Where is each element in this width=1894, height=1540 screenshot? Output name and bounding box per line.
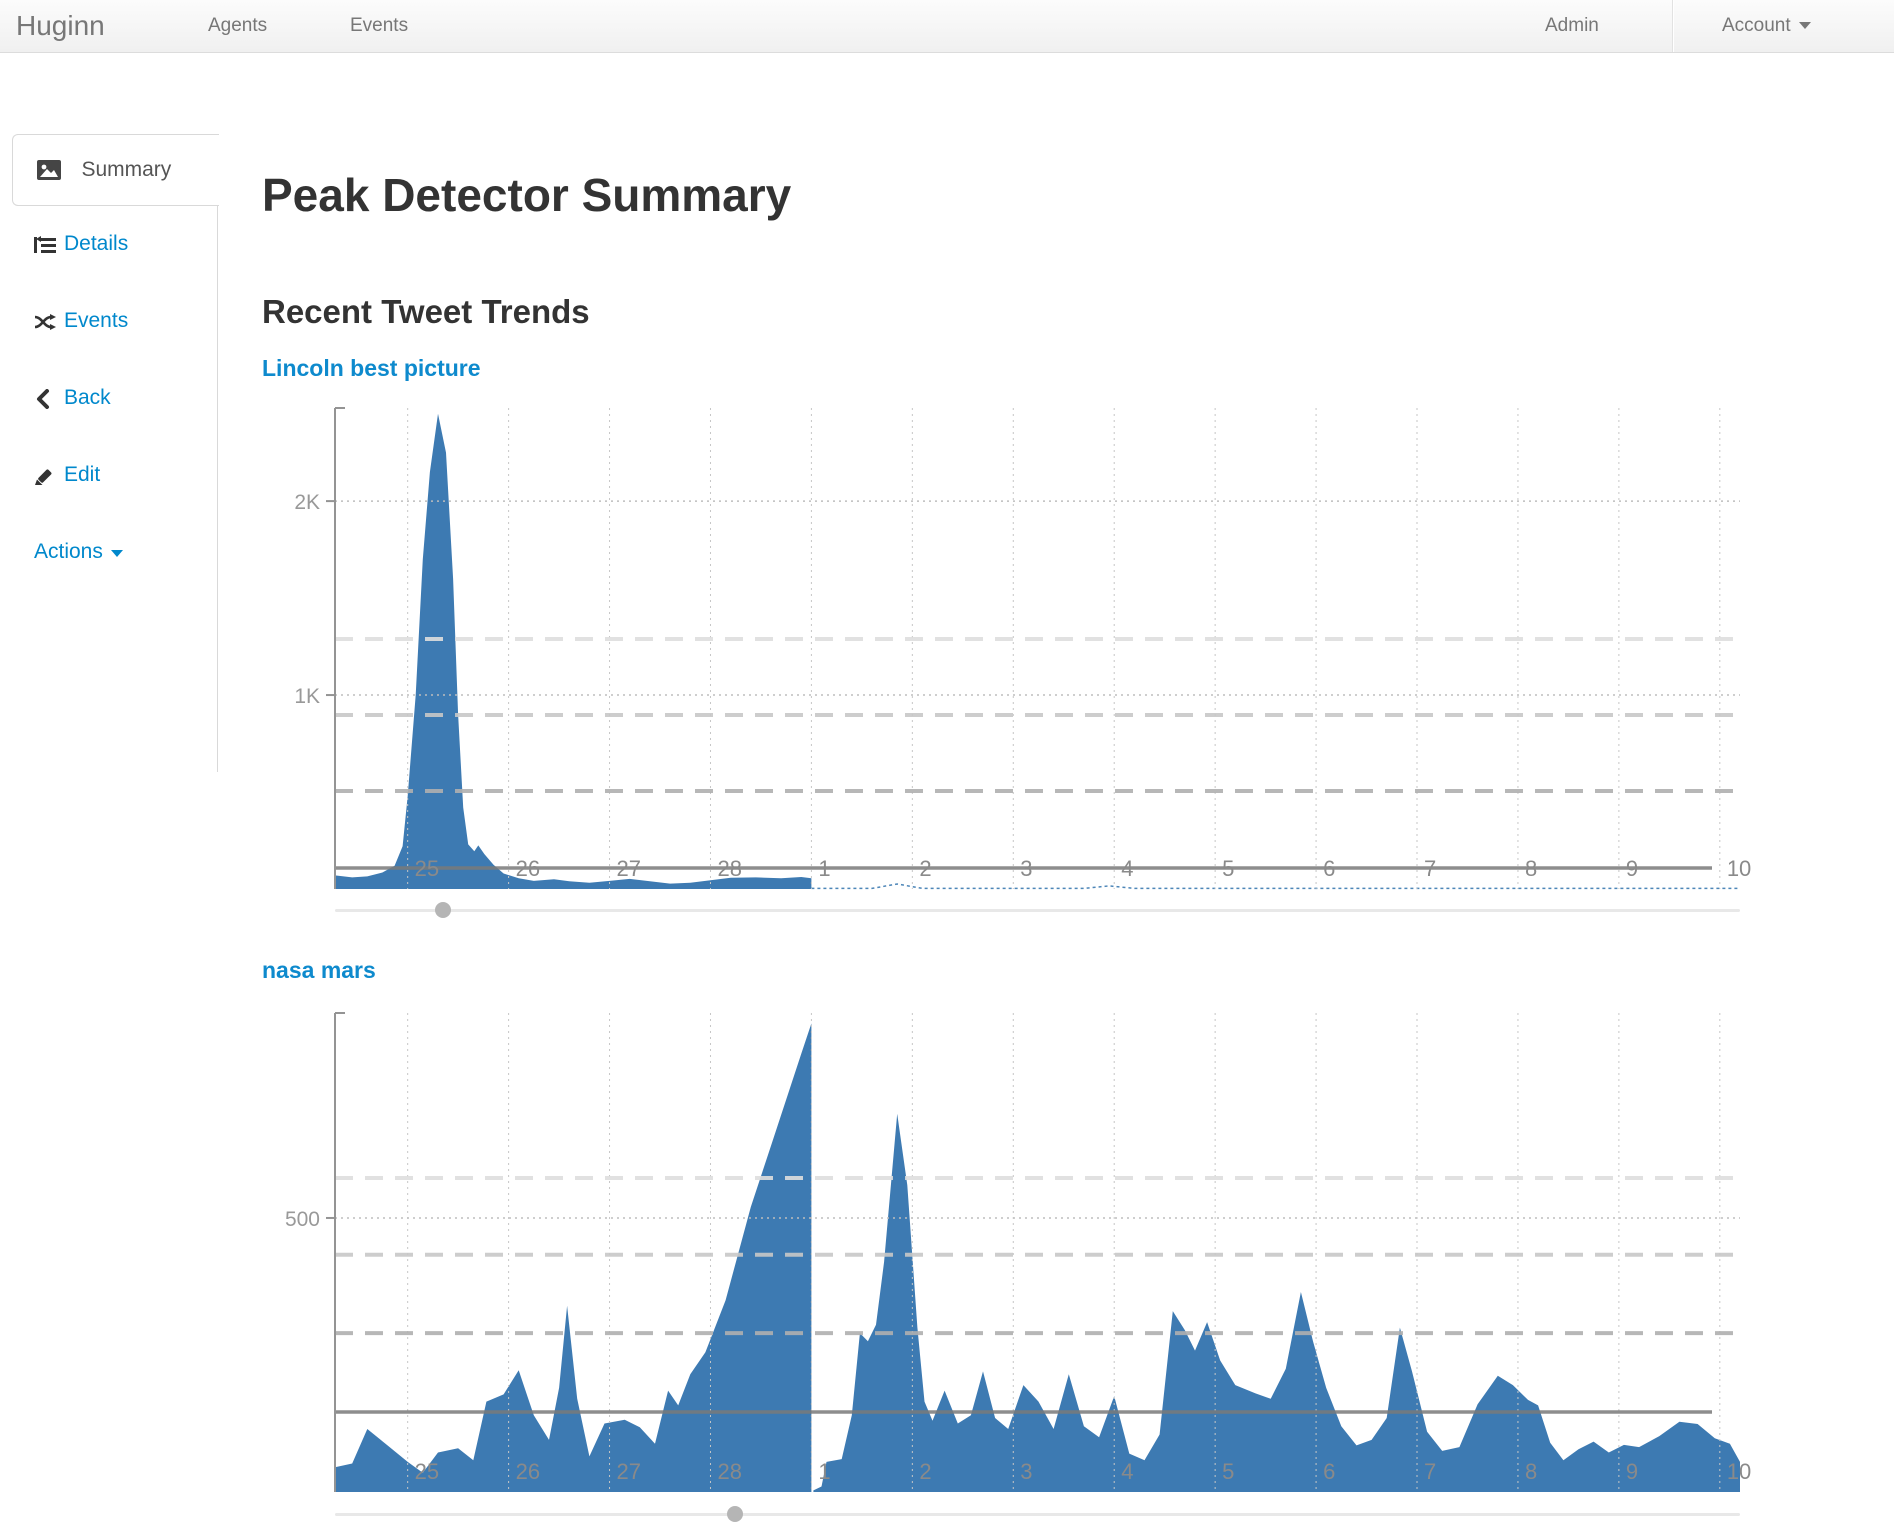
x-tick-label: 9 bbox=[1626, 856, 1638, 881]
series-area bbox=[813, 1113, 1740, 1492]
x-tick-label: 2 bbox=[919, 1459, 931, 1484]
sidebar-item-label: Back bbox=[64, 386, 111, 409]
sidebar-item-details[interactable]: Details bbox=[34, 232, 214, 272]
x-tick-label: 25 bbox=[415, 856, 439, 881]
sidebar-item-actions[interactable]: Actions bbox=[34, 540, 214, 580]
x-tick-label: 1 bbox=[818, 1459, 830, 1484]
x-tick-label: 10 bbox=[1727, 856, 1751, 881]
sidebar-item-label: Edit bbox=[64, 463, 101, 486]
sidebar-tab-summary[interactable]: Summary bbox=[12, 134, 219, 206]
series-area bbox=[335, 413, 812, 889]
sidebar-item-label: Events bbox=[64, 309, 129, 332]
brand-huginn[interactable]: Huginn bbox=[16, 10, 105, 41]
sidebar-item-events[interactable]: Events bbox=[34, 309, 214, 349]
page-title: Peak Detector Summary bbox=[262, 169, 792, 221]
x-tick-label: 7 bbox=[1424, 1459, 1436, 1484]
chevron-left-icon bbox=[34, 389, 64, 415]
slider-handle[interactable] bbox=[435, 902, 452, 918]
slider-track bbox=[335, 909, 1740, 912]
chart-title-lincoln[interactable]: Lincoln best picture bbox=[262, 355, 481, 381]
series-zero-line bbox=[811, 883, 1740, 890]
x-tick-label: 3 bbox=[1020, 1459, 1032, 1484]
y-tick-label: 500 bbox=[285, 1208, 320, 1231]
x-tick-label: 27 bbox=[617, 1459, 641, 1484]
caret-down-icon bbox=[110, 550, 123, 557]
lincoln-range-slider bbox=[335, 901, 1740, 919]
x-tick-label: 9 bbox=[1626, 1459, 1638, 1484]
x-tick-label: 25 bbox=[415, 1459, 439, 1484]
y-tick-label: 2K bbox=[294, 491, 320, 514]
sidebar-rail bbox=[217, 134, 218, 772]
x-tick-label: 10 bbox=[1727, 1459, 1751, 1484]
caret-down-icon bbox=[1798, 22, 1811, 29]
lincoln-chart: 25 26 27 28 1 2 3 4 5 6 7 8 9 10 1K 2K bbox=[294, 407, 1751, 890]
shuffle-icon bbox=[34, 312, 64, 338]
x-tick-label: 27 bbox=[617, 856, 641, 881]
sidebar-item-edit[interactable]: Edit bbox=[34, 463, 214, 503]
sidebar-item-label: Actions bbox=[34, 540, 103, 563]
x-tick-label: 5 bbox=[1222, 1459, 1234, 1484]
sidebar-tab-label: Summary bbox=[81, 158, 172, 181]
series-area bbox=[335, 1023, 812, 1492]
sidebar-item-label: Details bbox=[64, 232, 129, 255]
x-tick-label: 28 bbox=[717, 856, 741, 881]
x-tick-label: 3 bbox=[1020, 856, 1032, 881]
nav-item-events[interactable]: Events bbox=[350, 15, 409, 36]
nav-item-agents[interactable]: Agents bbox=[208, 15, 268, 36]
chart-title-nasa-mars[interactable]: nasa mars bbox=[262, 957, 376, 983]
details-icon bbox=[34, 235, 64, 261]
picture-icon bbox=[37, 160, 61, 185]
nav-item-admin[interactable]: Admin bbox=[1545, 15, 1599, 36]
x-tick-label: 26 bbox=[516, 856, 540, 881]
section-title: Recent Tweet Trends bbox=[262, 293, 590, 330]
x-tick-label: 4 bbox=[1121, 1459, 1133, 1484]
x-tick-label: 7 bbox=[1424, 856, 1436, 881]
account-label: Account bbox=[1722, 15, 1791, 36]
x-tick-label: 26 bbox=[516, 1459, 540, 1484]
slider-handle[interactable] bbox=[727, 1506, 744, 1522]
x-tick-label: 8 bbox=[1525, 856, 1537, 881]
x-tick-label: 8 bbox=[1525, 1459, 1537, 1484]
y-tick-label: 1K bbox=[294, 685, 320, 708]
x-tick-label: 1 bbox=[818, 856, 830, 881]
x-tick-label: 28 bbox=[717, 1459, 741, 1484]
pencil-icon bbox=[34, 466, 64, 492]
nasa-mars-range-slider bbox=[335, 1505, 1740, 1523]
sidebar-item-back[interactable]: Back bbox=[34, 386, 214, 426]
x-tick-label: 4 bbox=[1121, 856, 1133, 881]
navbar-divider bbox=[1672, 0, 1673, 52]
account-dropdown[interactable]: Account bbox=[1722, 0, 1811, 52]
nasa-mars-chart: 25 26 27 28 1 2 3 4 5 6 7 8 9 10 500 bbox=[285, 1012, 1751, 1492]
top-navbar: Huginn Agents Events Admin Account bbox=[0, 0, 1894, 53]
slider-track bbox=[335, 1513, 1740, 1516]
x-tick-label: 6 bbox=[1323, 1459, 1335, 1484]
x-tick-label: 6 bbox=[1323, 856, 1335, 881]
x-tick-label: 2 bbox=[919, 856, 931, 881]
x-tick-label: 5 bbox=[1222, 856, 1234, 881]
